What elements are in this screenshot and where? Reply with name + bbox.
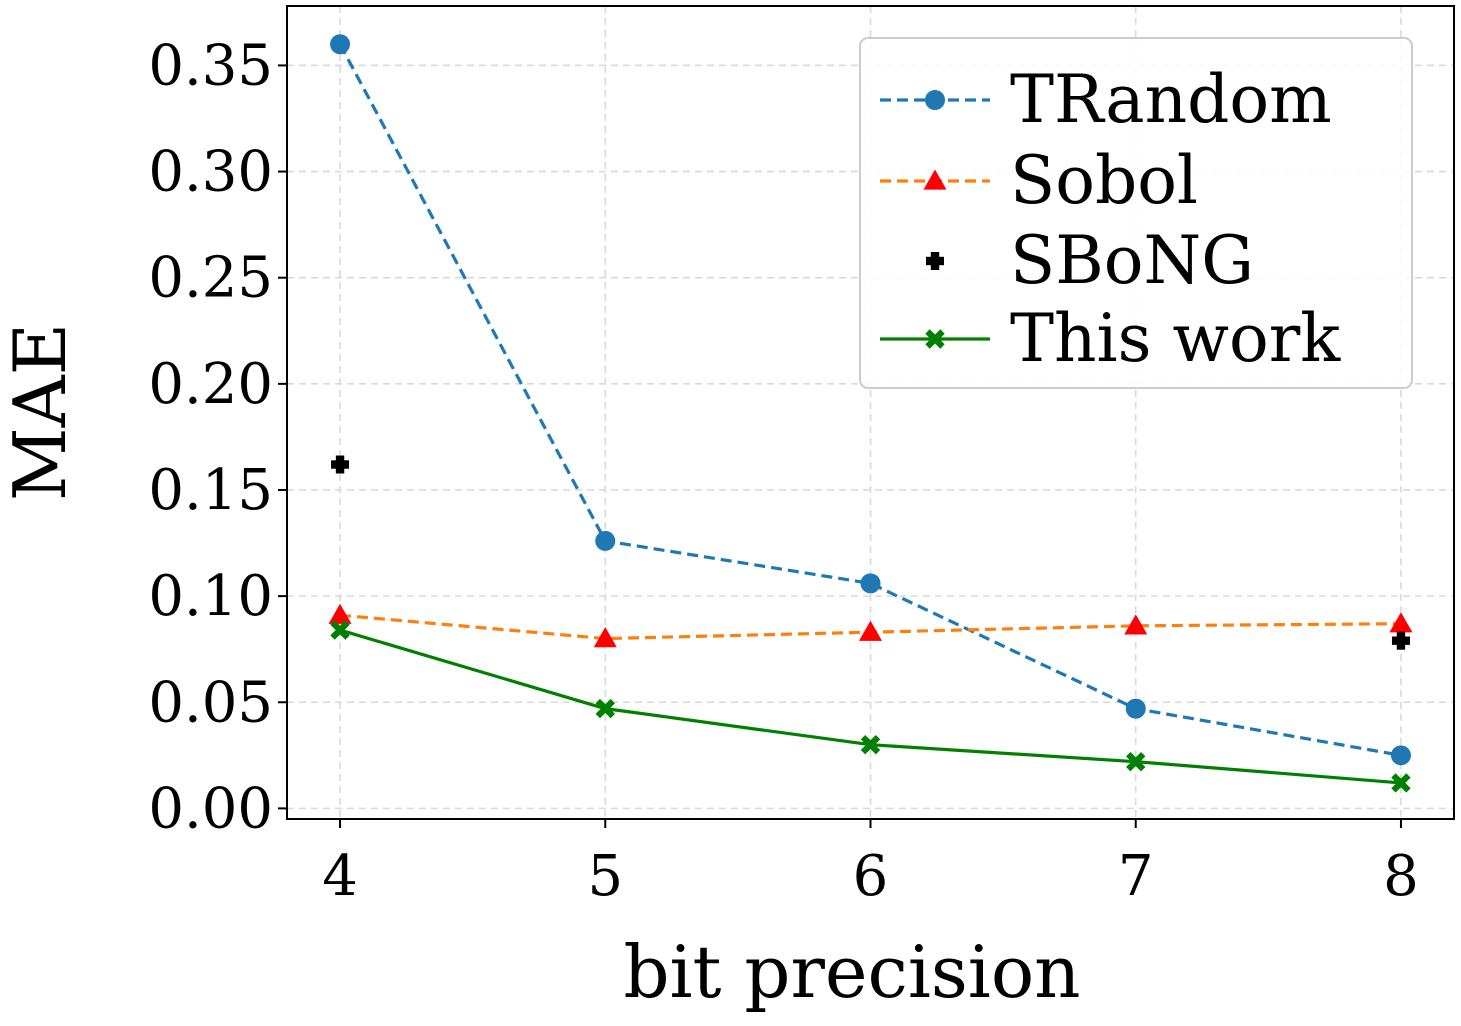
legend-label-this-work: This work — [1010, 300, 1341, 377]
x-tick-label: 4 — [322, 844, 358, 909]
x-tick-label: 6 — [853, 844, 889, 909]
data-point-this-work — [860, 735, 881, 755]
legend-marker-trandom — [925, 90, 945, 110]
series-trandom — [330, 34, 1411, 766]
data-point-sobol — [1389, 612, 1413, 633]
data-point-sobol — [859, 620, 882, 641]
series-sbong — [331, 455, 1410, 650]
y-tick-label: 0.20 — [148, 352, 273, 417]
data-point-trandom — [860, 573, 881, 594]
series-layer — [328, 34, 1413, 793]
legend-label-sbong: SBoNG — [1010, 222, 1254, 299]
y-tick-label: 0.10 — [148, 564, 273, 629]
data-point-trandom — [1390, 745, 1411, 766]
legend-item-trandom: TRandom — [880, 61, 1332, 138]
data-point-this-work — [330, 620, 350, 640]
series-sobol — [328, 603, 1413, 648]
legend-item-sobol: Sobol — [880, 142, 1198, 219]
data-point-sbong — [331, 455, 350, 474]
series-line-trandom — [338, 43, 1402, 757]
data-point-sobol — [593, 627, 617, 648]
data-point-trandom — [595, 530, 616, 551]
data-point-sobol — [1124, 614, 1148, 635]
data-point-this-work — [595, 698, 615, 719]
y-tick-label: 0.00 — [148, 776, 273, 841]
series-this-work — [330, 620, 1411, 793]
x-tick-label: 7 — [1118, 844, 1154, 909]
legend-marker-sbong — [926, 252, 944, 270]
legend-item-sbong: SBoNG — [926, 222, 1254, 299]
data-point-sbong — [1391, 631, 1410, 650]
x-tick-label: 8 — [1383, 844, 1419, 909]
y-axis-label: MAE — [0, 323, 82, 501]
axis-ticks: 4 5 6 7 8 0.00 0.05 0.10 0.15 0.20 0.25 0.30 0.35 — [148, 33, 1418, 909]
y-tick-label: 0.25 — [148, 246, 273, 311]
legend-marker-this-work — [925, 329, 945, 349]
y-tick-label: 0.35 — [148, 33, 273, 98]
y-tick-label: 0.05 — [148, 670, 273, 735]
x-axis-label: bit precision — [623, 930, 1080, 1014]
legend-marker-sobol — [923, 169, 947, 190]
y-tick-label: 0.15 — [148, 458, 273, 523]
legend-label-sobol: Sobol — [1010, 142, 1198, 219]
y-tick-label: 0.30 — [148, 140, 273, 205]
x-tick-label: 5 — [587, 844, 623, 909]
data-point-this-work — [1126, 751, 1146, 772]
legend-box — [859, 37, 1413, 389]
legend-label-trandom: TRandom — [1010, 61, 1332, 138]
data-point-sobol — [328, 603, 352, 624]
data-point-trandom — [1125, 698, 1146, 719]
data-point-trandom — [330, 34, 351, 55]
legend-item-this-work: This work — [880, 300, 1341, 377]
data-point-this-work — [1391, 773, 1411, 793]
